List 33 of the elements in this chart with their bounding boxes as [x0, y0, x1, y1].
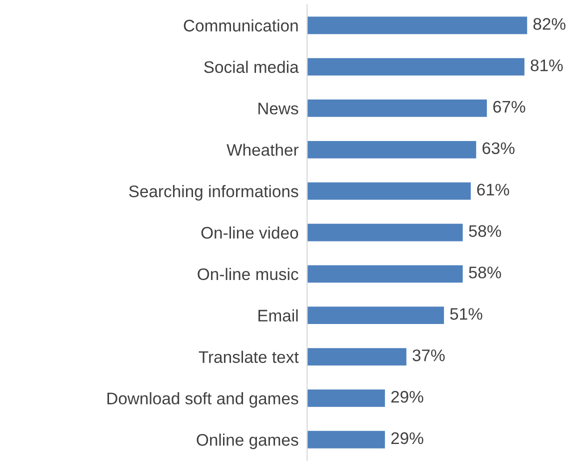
y-tick-label: On-line video — [201, 226, 298, 239]
y-tick-label: Searching informations — [129, 185, 298, 201]
y-tick-label: Social media — [204, 60, 299, 73]
y-tick-label: Communication — [184, 19, 298, 32]
data-label: 81% — [530, 59, 563, 72]
data-label: 58% — [468, 225, 502, 237]
data-label: 61% — [477, 184, 510, 196]
bar — [307, 306, 444, 324]
data-label: 67% — [493, 100, 526, 113]
bar — [307, 140, 476, 158]
bar — [307, 348, 406, 366]
bar — [307, 58, 524, 76]
y-tick-label: On-line music — [198, 268, 298, 280]
y-tick-label: Download soft and games — [107, 392, 298, 408]
bar — [307, 224, 463, 242]
y-tick-label: Online games — [196, 434, 298, 450]
data-label: 58% — [468, 266, 502, 278]
bar — [307, 182, 471, 200]
data-label: 51% — [450, 308, 482, 320]
bar — [307, 265, 463, 283]
bar — [307, 16, 528, 34]
data-label: 37% — [412, 349, 445, 362]
y-tick-label: Wheather — [226, 144, 299, 156]
data-label: 29% — [391, 390, 424, 403]
data-label: 82% — [533, 18, 566, 30]
bar — [307, 430, 385, 448]
y-tick-label: Email — [258, 309, 298, 322]
bar — [307, 390, 385, 407]
data-label: 29% — [391, 432, 424, 444]
data-label: 63% — [482, 142, 514, 154]
y-tick-label: News — [258, 102, 298, 114]
bar — [307, 100, 487, 117]
y-tick-label: Translate text — [198, 350, 299, 363]
